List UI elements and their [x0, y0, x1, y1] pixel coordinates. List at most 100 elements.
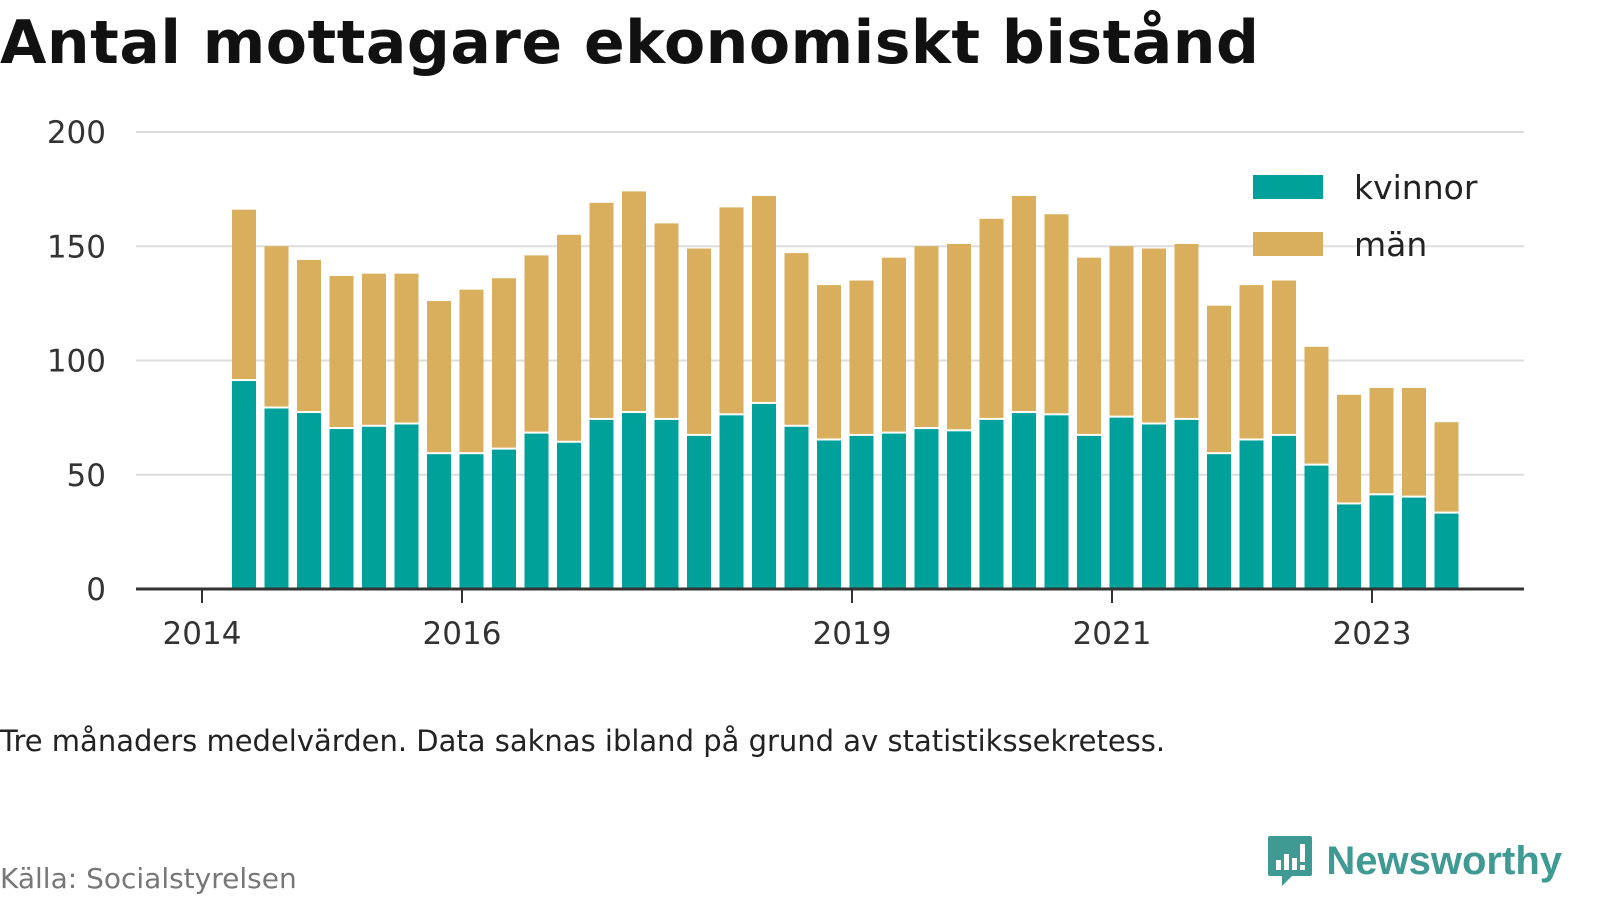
bar-kvinnor	[492, 449, 516, 589]
bar-kvinnor	[427, 454, 451, 589]
stacked-bar-chart: 0 50 100 150 200 2014 2016 2019 2021 2023 kvinno…	[47, 115, 1524, 652]
brand-logo: Newsworthy	[1266, 834, 1562, 888]
legend-label: män	[1354, 225, 1427, 264]
bar-man	[1304, 346, 1329, 464]
bar-man	[524, 255, 549, 432]
bar-man	[589, 202, 614, 418]
bar-man	[1044, 214, 1069, 414]
bar-man	[1434, 422, 1459, 512]
bar-man	[914, 246, 939, 428]
y-tick-label: 150	[47, 229, 106, 265]
y-tick-label: 0	[86, 572, 106, 608]
bar-man	[784, 253, 809, 425]
chart-note: Tre månaders medelvärden. Data saknas ib…	[0, 724, 1166, 758]
bar-kvinnor	[394, 424, 419, 589]
x-tick-label: 2014	[163, 616, 242, 652]
bar-kvinnor	[979, 419, 1004, 589]
bar-man	[1077, 257, 1101, 434]
bar-kvinnor	[849, 435, 874, 589]
bar-man	[1142, 248, 1166, 423]
bar-kvinnor	[524, 433, 549, 589]
bar-kvinnor	[914, 429, 939, 589]
bar-man	[297, 259, 321, 412]
x-tick-label: 2023	[1333, 616, 1412, 652]
bar-man	[622, 191, 646, 412]
bar-kvinnor	[1369, 495, 1394, 589]
legend: kvinnor män	[1253, 168, 1478, 264]
bar-man	[1174, 243, 1199, 418]
bar-kvinnor	[1044, 415, 1069, 589]
y-tick-label: 50	[67, 458, 106, 494]
bar-man	[1239, 285, 1264, 439]
bar-man	[1109, 246, 1134, 416]
legend-swatch	[1253, 175, 1323, 199]
bar-kvinnor	[232, 381, 256, 589]
bar-man	[394, 273, 419, 423]
bars	[232, 191, 1459, 589]
bar-man	[1272, 280, 1296, 434]
bar-man	[492, 278, 516, 448]
x-tick-label: 2016	[423, 616, 502, 652]
bar-man	[1012, 195, 1036, 412]
bar-man	[1402, 387, 1426, 496]
bar-man	[979, 218, 1004, 418]
bar-kvinnor	[947, 431, 971, 589]
source-text: Källa: Socialstyrelsen	[0, 862, 297, 895]
bar-man	[1369, 387, 1394, 494]
bar-kvinnor	[589, 419, 614, 589]
bar-kvinnor	[719, 415, 744, 589]
bar-kvinnor	[1077, 435, 1101, 589]
bar-man	[1337, 394, 1361, 503]
y-axis-labels: 0 50 100 150 200	[47, 115, 106, 608]
bar-man	[427, 301, 451, 453]
bar-kvinnor	[264, 408, 289, 589]
bar-kvinnor	[882, 433, 906, 589]
bar-kvinnor	[622, 413, 646, 589]
bar-kvinnor	[784, 426, 809, 589]
chart-title: Antal mottagare ekonomiskt bistånd	[0, 8, 1260, 78]
bar-kvinnor	[1012, 413, 1036, 589]
bar-kvinnor	[329, 429, 354, 589]
bar-man	[232, 209, 256, 380]
bar-man	[947, 243, 971, 430]
legend-label: kvinnor	[1354, 168, 1478, 207]
bar-kvinnor	[557, 442, 581, 589]
bar-kvinnor	[1142, 424, 1166, 589]
bar-man	[752, 195, 776, 402]
bar-man	[264, 246, 289, 407]
bar-kvinnor	[687, 435, 711, 589]
y-tick-label: 200	[47, 115, 106, 151]
x-tick-label: 2021	[1073, 616, 1152, 652]
bar-man	[687, 248, 711, 434]
bar-man	[1207, 305, 1231, 453]
bar-man	[719, 207, 744, 414]
bar-kvinnor	[752, 403, 776, 589]
bar-man	[557, 234, 581, 441]
bar-kvinnor	[1174, 419, 1199, 589]
x-tick-label: 2019	[813, 616, 892, 652]
bar-man	[882, 257, 906, 432]
bar-kvinnor	[1434, 513, 1459, 589]
bar-kvinnor	[1304, 465, 1329, 589]
bar-kvinnor	[817, 440, 841, 589]
y-tick-label: 100	[47, 344, 106, 380]
bar-man	[654, 223, 679, 418]
bar-kvinnor	[1109, 417, 1134, 589]
bar-kvinnor	[362, 426, 386, 589]
bar-kvinnor	[1402, 497, 1426, 589]
bar-kvinnor	[459, 454, 484, 589]
bar-man	[459, 289, 484, 453]
bar-man	[817, 285, 841, 439]
bar-kvinnor	[654, 419, 679, 589]
bar-kvinnor	[1337, 504, 1361, 589]
brand-name: Newsworthy	[1326, 838, 1562, 883]
chart-bubble-icon	[1268, 836, 1313, 886]
bar-kvinnor	[297, 413, 321, 589]
legend-swatch	[1253, 232, 1323, 256]
bar-kvinnor	[1272, 435, 1296, 589]
bar-kvinnor	[1239, 440, 1264, 589]
x-axis: 2014 2016 2019 2021 2023	[136, 587, 1524, 652]
bar-man	[362, 273, 386, 425]
bar-man	[329, 275, 354, 428]
bar-kvinnor	[1207, 454, 1231, 589]
